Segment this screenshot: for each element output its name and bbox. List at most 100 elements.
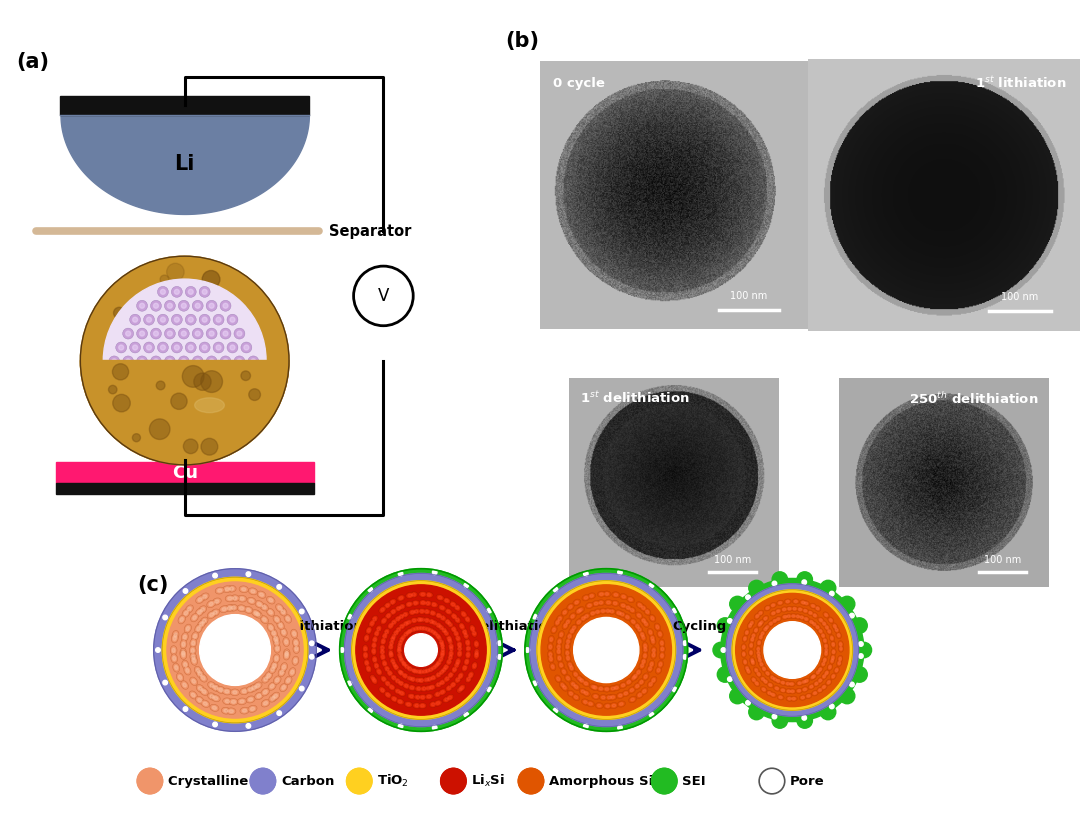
Ellipse shape [188,607,191,611]
Ellipse shape [759,658,761,662]
Ellipse shape [200,622,203,626]
Ellipse shape [592,686,595,688]
Ellipse shape [401,659,404,663]
Ellipse shape [802,678,810,684]
Ellipse shape [787,690,791,692]
Ellipse shape [261,675,270,683]
Ellipse shape [376,625,382,633]
Circle shape [188,373,193,378]
Ellipse shape [816,607,819,610]
Ellipse shape [458,647,461,650]
Ellipse shape [408,626,417,633]
Ellipse shape [825,644,827,648]
Circle shape [673,608,677,613]
Ellipse shape [811,612,819,618]
Ellipse shape [459,688,462,691]
Ellipse shape [454,604,461,611]
Ellipse shape [455,631,458,635]
Ellipse shape [757,610,764,616]
Ellipse shape [454,667,456,672]
Circle shape [186,398,197,409]
Ellipse shape [457,672,464,680]
Ellipse shape [443,663,449,671]
Ellipse shape [207,681,216,690]
Ellipse shape [172,630,179,640]
Text: V: V [378,287,389,305]
Circle shape [176,333,189,345]
Circle shape [553,709,557,713]
Ellipse shape [556,648,562,656]
Ellipse shape [762,688,766,690]
Ellipse shape [178,676,181,679]
Ellipse shape [428,684,436,690]
Ellipse shape [651,636,653,640]
Ellipse shape [408,630,411,633]
Ellipse shape [396,644,402,653]
Circle shape [130,370,140,381]
Ellipse shape [597,591,606,598]
Text: Delithiation: Delithiation [470,621,557,634]
Ellipse shape [381,632,388,640]
Ellipse shape [427,627,434,634]
Circle shape [206,356,217,367]
Circle shape [220,412,231,423]
Circle shape [153,386,159,392]
Ellipse shape [780,688,786,693]
Ellipse shape [801,608,809,613]
Ellipse shape [635,612,643,619]
Ellipse shape [388,651,394,659]
Ellipse shape [805,680,808,682]
Circle shape [174,428,179,433]
Circle shape [161,289,165,294]
Ellipse shape [638,694,642,696]
Ellipse shape [192,655,194,659]
Ellipse shape [184,663,187,667]
Ellipse shape [365,661,368,665]
Circle shape [227,342,238,353]
Ellipse shape [615,610,623,616]
Ellipse shape [580,615,588,621]
Ellipse shape [454,661,460,668]
Ellipse shape [423,667,432,674]
Ellipse shape [642,607,645,609]
Ellipse shape [820,619,822,621]
Ellipse shape [791,683,794,686]
Ellipse shape [442,651,444,655]
Ellipse shape [813,692,816,695]
Ellipse shape [237,605,246,612]
Ellipse shape [748,642,754,649]
Ellipse shape [441,616,444,619]
Ellipse shape [773,686,781,691]
Ellipse shape [215,600,219,603]
Circle shape [130,342,140,353]
Ellipse shape [248,688,253,690]
Ellipse shape [387,693,390,696]
Circle shape [178,384,189,395]
Ellipse shape [762,678,769,685]
Text: Li$_x$Si: Li$_x$Si [472,773,505,789]
Circle shape [529,574,683,727]
Ellipse shape [567,603,575,611]
Circle shape [161,345,165,350]
Ellipse shape [202,690,206,693]
Ellipse shape [374,662,380,670]
Ellipse shape [550,663,556,671]
Ellipse shape [367,629,370,632]
Ellipse shape [440,640,443,644]
Ellipse shape [821,673,827,680]
Ellipse shape [599,593,604,595]
Ellipse shape [409,592,418,598]
Ellipse shape [396,668,404,676]
Ellipse shape [242,588,246,591]
Circle shape [174,353,186,364]
Circle shape [347,681,352,686]
Circle shape [153,359,159,364]
Ellipse shape [368,620,376,627]
Circle shape [193,446,210,462]
Ellipse shape [804,688,807,690]
Ellipse shape [441,670,444,673]
Ellipse shape [400,597,403,599]
Circle shape [139,303,145,308]
Circle shape [139,359,145,364]
Circle shape [213,723,217,727]
